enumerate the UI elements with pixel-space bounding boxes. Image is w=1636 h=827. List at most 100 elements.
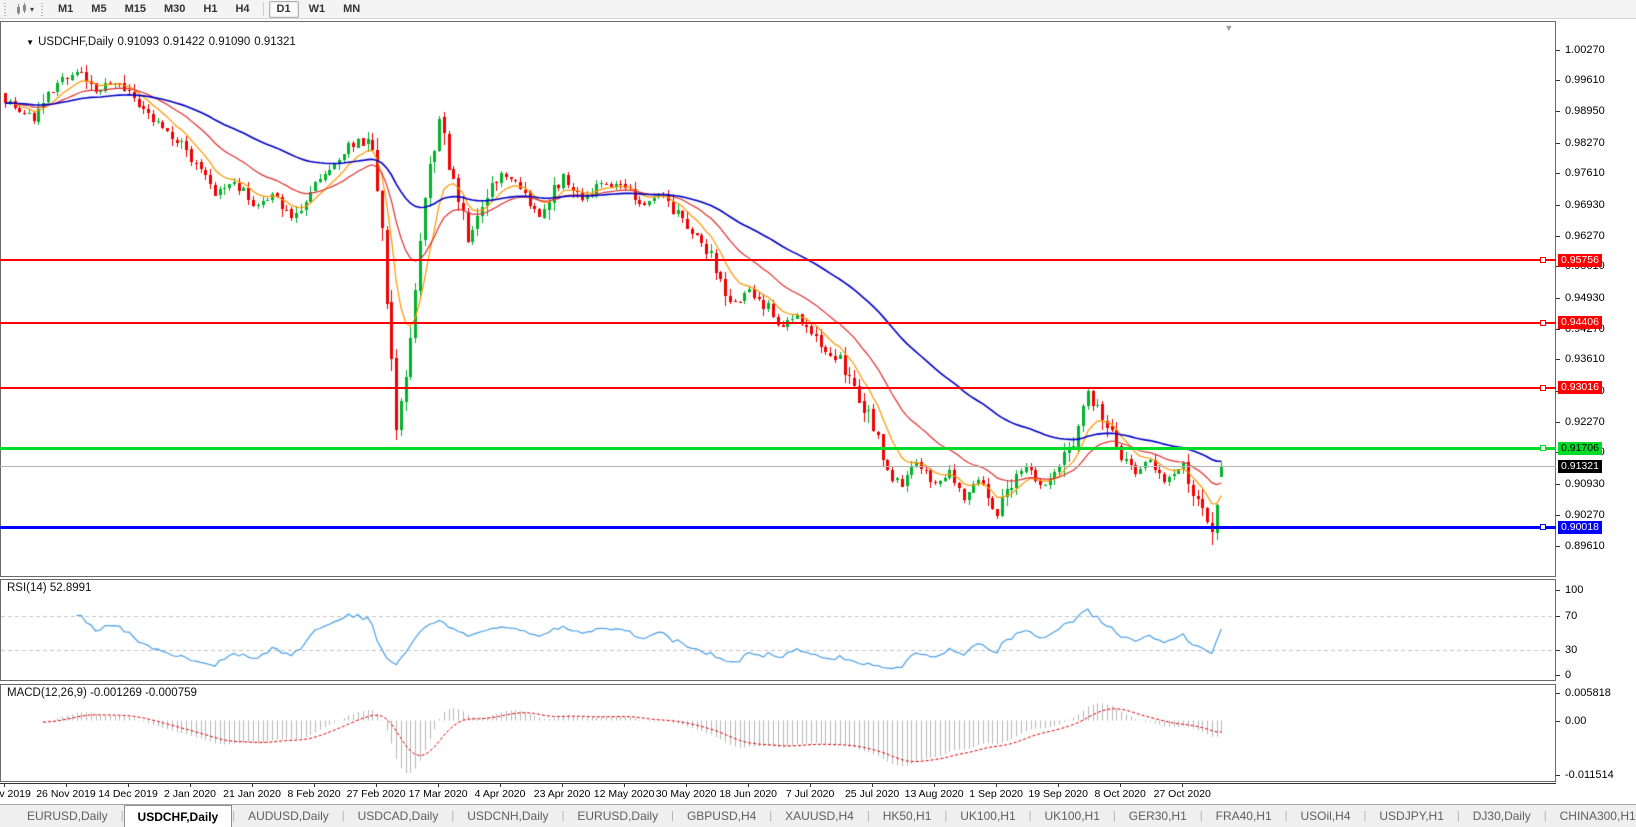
tab-hk50-h1[interactable]: HK50,H1 xyxy=(882,809,932,823)
date-tick xyxy=(872,784,874,787)
timeframe-button-m5[interactable]: M5 xyxy=(91,2,107,15)
tab-separator: | xyxy=(341,810,345,822)
collapse-triangle-icon[interactable]: ▼ xyxy=(26,38,35,47)
tab-separator: | xyxy=(1284,810,1288,822)
candlestick-chart-canvas[interactable] xyxy=(1,22,1555,576)
tab-usdchf-daily[interactable]: USDCHF,Daily xyxy=(123,805,233,827)
date-tick-label: 21 Jan 2020 xyxy=(223,788,281,800)
chart-symbol: USDCHF,Daily xyxy=(38,36,114,48)
tab-uk100-h1[interactable]: UK100,H1 xyxy=(1044,809,1100,823)
macd-value-1: -0.001269 xyxy=(90,687,142,699)
rsi-level-tick xyxy=(1556,590,1560,591)
date-tick xyxy=(748,784,750,787)
chart-shift-marker-icon[interactable]: ▼ xyxy=(1224,23,1234,33)
date-tick-label: 17 Mar 2020 xyxy=(408,788,468,800)
macd-chart-canvas[interactable] xyxy=(1,685,1555,781)
date-tick-label: 19 Sep 2020 xyxy=(1028,788,1088,800)
tab-separator: | xyxy=(120,810,124,822)
tab-dj30-daily[interactable]: DJ30,Daily xyxy=(1472,809,1531,823)
rsi-level-tick xyxy=(1556,675,1560,676)
tab-eurusd-daily[interactable]: EURUSD,Daily xyxy=(27,809,108,823)
price-axis[interactable]: 1.00270 0.99610 0.98950 0.98270 0.97610 0.969… xyxy=(1556,21,1636,783)
level-line-handle[interactable] xyxy=(1540,445,1546,452)
tab-usdjpy-h1[interactable]: USDJPY,H1 xyxy=(1379,809,1444,823)
price-tick xyxy=(1556,49,1560,51)
tab-separator: | xyxy=(769,810,773,822)
date-tick xyxy=(624,784,626,787)
tab-usoil-h4[interactable]: USOil,H4 xyxy=(1300,809,1351,823)
toolbar-grip-handle[interactable] xyxy=(40,2,46,16)
tab-separator: | xyxy=(1543,810,1547,822)
tab-separator: | xyxy=(1112,810,1116,822)
timeframe-toolbar: ▾ M1 M5 M15 M30 H1 H4 D1 W1 MN xyxy=(0,0,1636,19)
current-price-tag: 0.91321 xyxy=(1558,459,1602,473)
price-tick xyxy=(1556,359,1560,361)
date-tick-label: 1 Sep 2020 xyxy=(969,788,1024,800)
date-tick xyxy=(190,784,192,787)
tab-eurusd-daily[interactable]: EURUSD,Daily xyxy=(577,809,659,823)
date-tick xyxy=(562,784,564,787)
tab-xauusd-h4[interactable]: XAUUSD,H4 xyxy=(785,809,854,823)
tab-separator: | xyxy=(944,810,948,822)
rsi-level-label: 30 xyxy=(1565,643,1578,656)
price-tick-label: 0.99610 xyxy=(1565,74,1605,87)
rsi-level-label: 100 xyxy=(1565,584,1584,596)
date-tick xyxy=(1058,784,1060,787)
rsi-value: 52.8991 xyxy=(49,582,92,594)
tab-uk100-h1[interactable]: UK100,H1 xyxy=(960,809,1016,823)
level-line[interactable] xyxy=(0,386,1556,389)
tab-usdcad-daily[interactable]: USDCAD,Daily xyxy=(357,809,439,823)
macd-scale-tick xyxy=(1556,720,1560,722)
timeframe-button-m1[interactable]: M1 xyxy=(58,2,74,15)
tab-fra40-h1[interactable]: FRA40,H1 xyxy=(1215,809,1272,823)
tab-usdcnh-daily[interactable]: USDCNH,Daily xyxy=(467,809,549,823)
price-tick-label: 0.96930 xyxy=(1565,198,1605,211)
tab-ger30-h1[interactable]: GER30,H1 xyxy=(1128,809,1187,823)
price-tick-label: 0.93610 xyxy=(1565,353,1605,366)
timeframe-button-m30[interactable]: M30 xyxy=(163,2,186,15)
tab-audusd-daily[interactable]: AUDUSD,Daily xyxy=(248,809,329,823)
level-line[interactable] xyxy=(0,525,1556,529)
rsi-chart-canvas[interactable] xyxy=(1,580,1555,680)
macd-scale-label: 0.005818 xyxy=(1565,687,1611,699)
price-tick xyxy=(1556,266,1560,268)
macd-indicator-panel[interactable]: MACD(12,26,9) -0.001269 -0.000759 xyxy=(0,684,1556,782)
tab-china300-h1[interactable]: CHINA300,H1 xyxy=(1559,809,1636,823)
date-tick-label: 14 Dec 2019 xyxy=(98,788,158,800)
timeframe-button-m15[interactable]: M15 xyxy=(124,2,146,15)
ohlc-close: 0.91321 xyxy=(254,36,296,48)
current-price-line xyxy=(0,465,1556,467)
rsi-indicator-panel[interactable]: RSI(14) 52.8991 xyxy=(0,579,1556,681)
level-line-handle[interactable] xyxy=(1540,524,1546,531)
macd-label: MACD(12,26,9) -0.001269 -0.000759 xyxy=(7,687,197,699)
level-price-tag: 0.91706 xyxy=(1558,441,1602,455)
tab-separator: | xyxy=(866,810,870,822)
timeframe-button-d1[interactable]: D1 xyxy=(268,0,299,18)
level-line-handle[interactable] xyxy=(1540,257,1546,264)
chart-type-icon[interactable]: ▾ xyxy=(12,1,37,18)
chart-tab-bar: EURUSD,Daily | USDCHF,Daily | AUDUSD,Daily | U… xyxy=(0,804,1636,827)
date-tick xyxy=(1182,784,1184,787)
date-tick-label: 13 Aug 2020 xyxy=(904,788,964,800)
price-tick xyxy=(1556,484,1560,486)
level-line-handle[interactable] xyxy=(1540,319,1546,326)
timeframe-button-h1[interactable]: H1 xyxy=(203,2,218,15)
level-line[interactable] xyxy=(0,259,1556,262)
timeframe-button-h4[interactable]: H4 xyxy=(235,2,250,15)
timeframe-button-mn[interactable]: MN xyxy=(343,2,361,15)
date-tick xyxy=(500,784,502,787)
date-tick xyxy=(686,784,688,787)
rsi-level-tick xyxy=(1556,615,1560,617)
level-line-handle[interactable] xyxy=(1540,384,1546,391)
timeframe-button-w1[interactable]: W1 xyxy=(308,2,326,15)
tab-gbpusd-h4[interactable]: GBPUSD,H4 xyxy=(686,809,757,823)
main-chart-panel[interactable]: ▼ USDCHF,Daily 0.91093 0.91422 0.91090 0.9132… xyxy=(0,21,1556,577)
level-line[interactable] xyxy=(0,446,1556,450)
tab-separator: | xyxy=(451,810,455,822)
level-line[interactable] xyxy=(0,321,1556,324)
macd-scale-label: -0.011514 xyxy=(1565,769,1614,781)
toolbar-grip-handle[interactable] xyxy=(3,2,8,16)
date-tick xyxy=(438,784,440,787)
